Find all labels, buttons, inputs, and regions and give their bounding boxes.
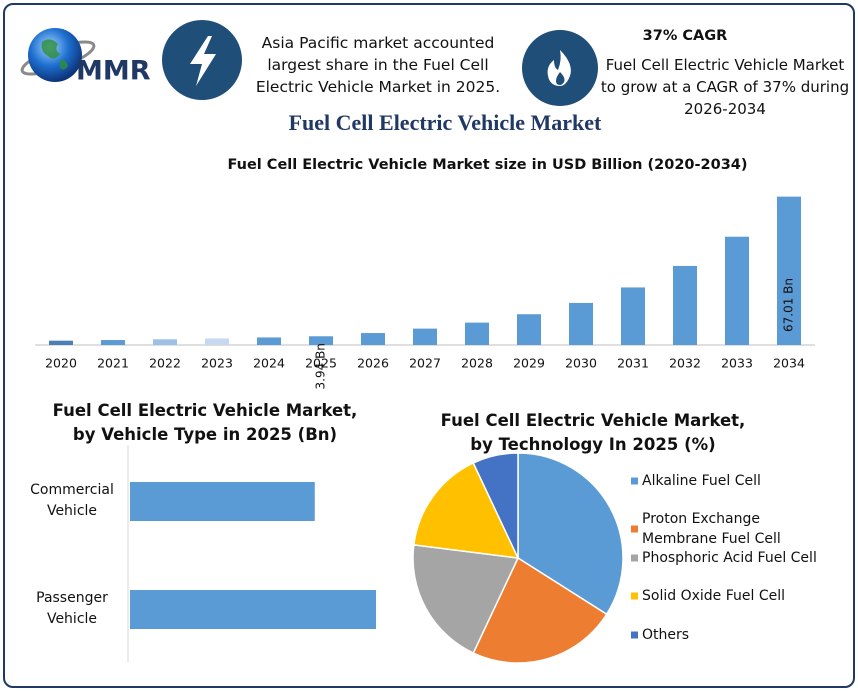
x-tick-label: 2034 xyxy=(773,356,805,371)
bar xyxy=(361,333,385,345)
x-tick-label: 2023 xyxy=(201,356,233,371)
legend-swatch xyxy=(631,554,638,562)
x-tick-label: 2025 xyxy=(305,356,337,371)
x-tick-label: 2032 xyxy=(669,356,701,371)
bar xyxy=(205,338,229,345)
y-tick-label: Commercial Vehicle xyxy=(30,482,114,519)
bar xyxy=(621,287,645,345)
bar xyxy=(569,302,593,345)
x-tick-label: 2020 xyxy=(45,356,77,371)
bar xyxy=(130,590,376,629)
frame xyxy=(3,3,855,688)
legend-label: Alkaline Fuel Cell xyxy=(642,473,761,489)
legend-swatch xyxy=(631,631,638,639)
bar xyxy=(49,340,73,345)
x-tick-label: 2029 xyxy=(513,356,545,371)
bar xyxy=(725,236,749,345)
fact-text: Asia Pacific market accounted largest sh… xyxy=(255,34,501,96)
logo-text: MMR xyxy=(76,56,151,87)
pie-slice xyxy=(412,461,520,559)
legend-label: Proton Exchange Membrane Fuel Cell xyxy=(642,511,781,547)
bar xyxy=(257,337,281,345)
bar xyxy=(413,328,437,345)
cagr-text: Fuel Cell Electric Vehicle Market to gro… xyxy=(600,56,850,118)
bar xyxy=(777,196,801,345)
x-tick-label: 2022 xyxy=(149,356,181,371)
bar xyxy=(101,340,125,345)
x-tick-label: 2026 xyxy=(357,356,389,371)
pie-slice xyxy=(412,544,520,655)
bar xyxy=(465,322,489,345)
icon-bolt xyxy=(162,20,242,100)
chart-title: Fuel Cell Electric Vehicle Market, by Te… xyxy=(440,411,746,454)
x-tick-label: 2030 xyxy=(565,356,597,371)
pie-slice xyxy=(472,452,519,559)
bar xyxy=(309,336,333,345)
logo: MMR xyxy=(20,28,151,87)
x-tick-label: 2028 xyxy=(461,356,493,371)
legend-label: Others xyxy=(642,627,690,643)
x-tick-label: 2021 xyxy=(97,356,129,371)
bar xyxy=(153,339,177,345)
x-tick-label: 2031 xyxy=(617,356,649,371)
chart-title: Fuel Cell Electric Vehicle Market, by Ve… xyxy=(52,401,358,444)
x-tick-label: 2027 xyxy=(409,356,441,371)
icon-flame xyxy=(522,30,598,106)
legend-label: Solid Oxide Fuel Cell xyxy=(642,588,785,604)
main-title: Fuel Cell Electric Vehicle Market xyxy=(288,110,602,135)
x-tick-label: 2024 xyxy=(253,356,285,371)
bar xyxy=(517,314,541,345)
pie-slice xyxy=(472,556,608,664)
x-tick-label: 2033 xyxy=(721,356,753,371)
legend-swatch xyxy=(631,525,638,533)
value-label: 3.94 Bn xyxy=(314,343,328,389)
legend-label: Phosphoric Acid Fuel Cell xyxy=(642,550,817,566)
chart-title: Fuel Cell Electric Vehicle Market size i… xyxy=(227,157,748,173)
value-label: 67.01 Bn xyxy=(782,278,796,332)
bar xyxy=(130,482,315,521)
legend-swatch xyxy=(631,477,638,485)
cagr-title: 37% CAGR xyxy=(642,28,728,44)
legend-swatch xyxy=(631,592,638,600)
bar xyxy=(673,265,697,345)
y-tick-label: Passenger Vehicle xyxy=(36,590,108,627)
